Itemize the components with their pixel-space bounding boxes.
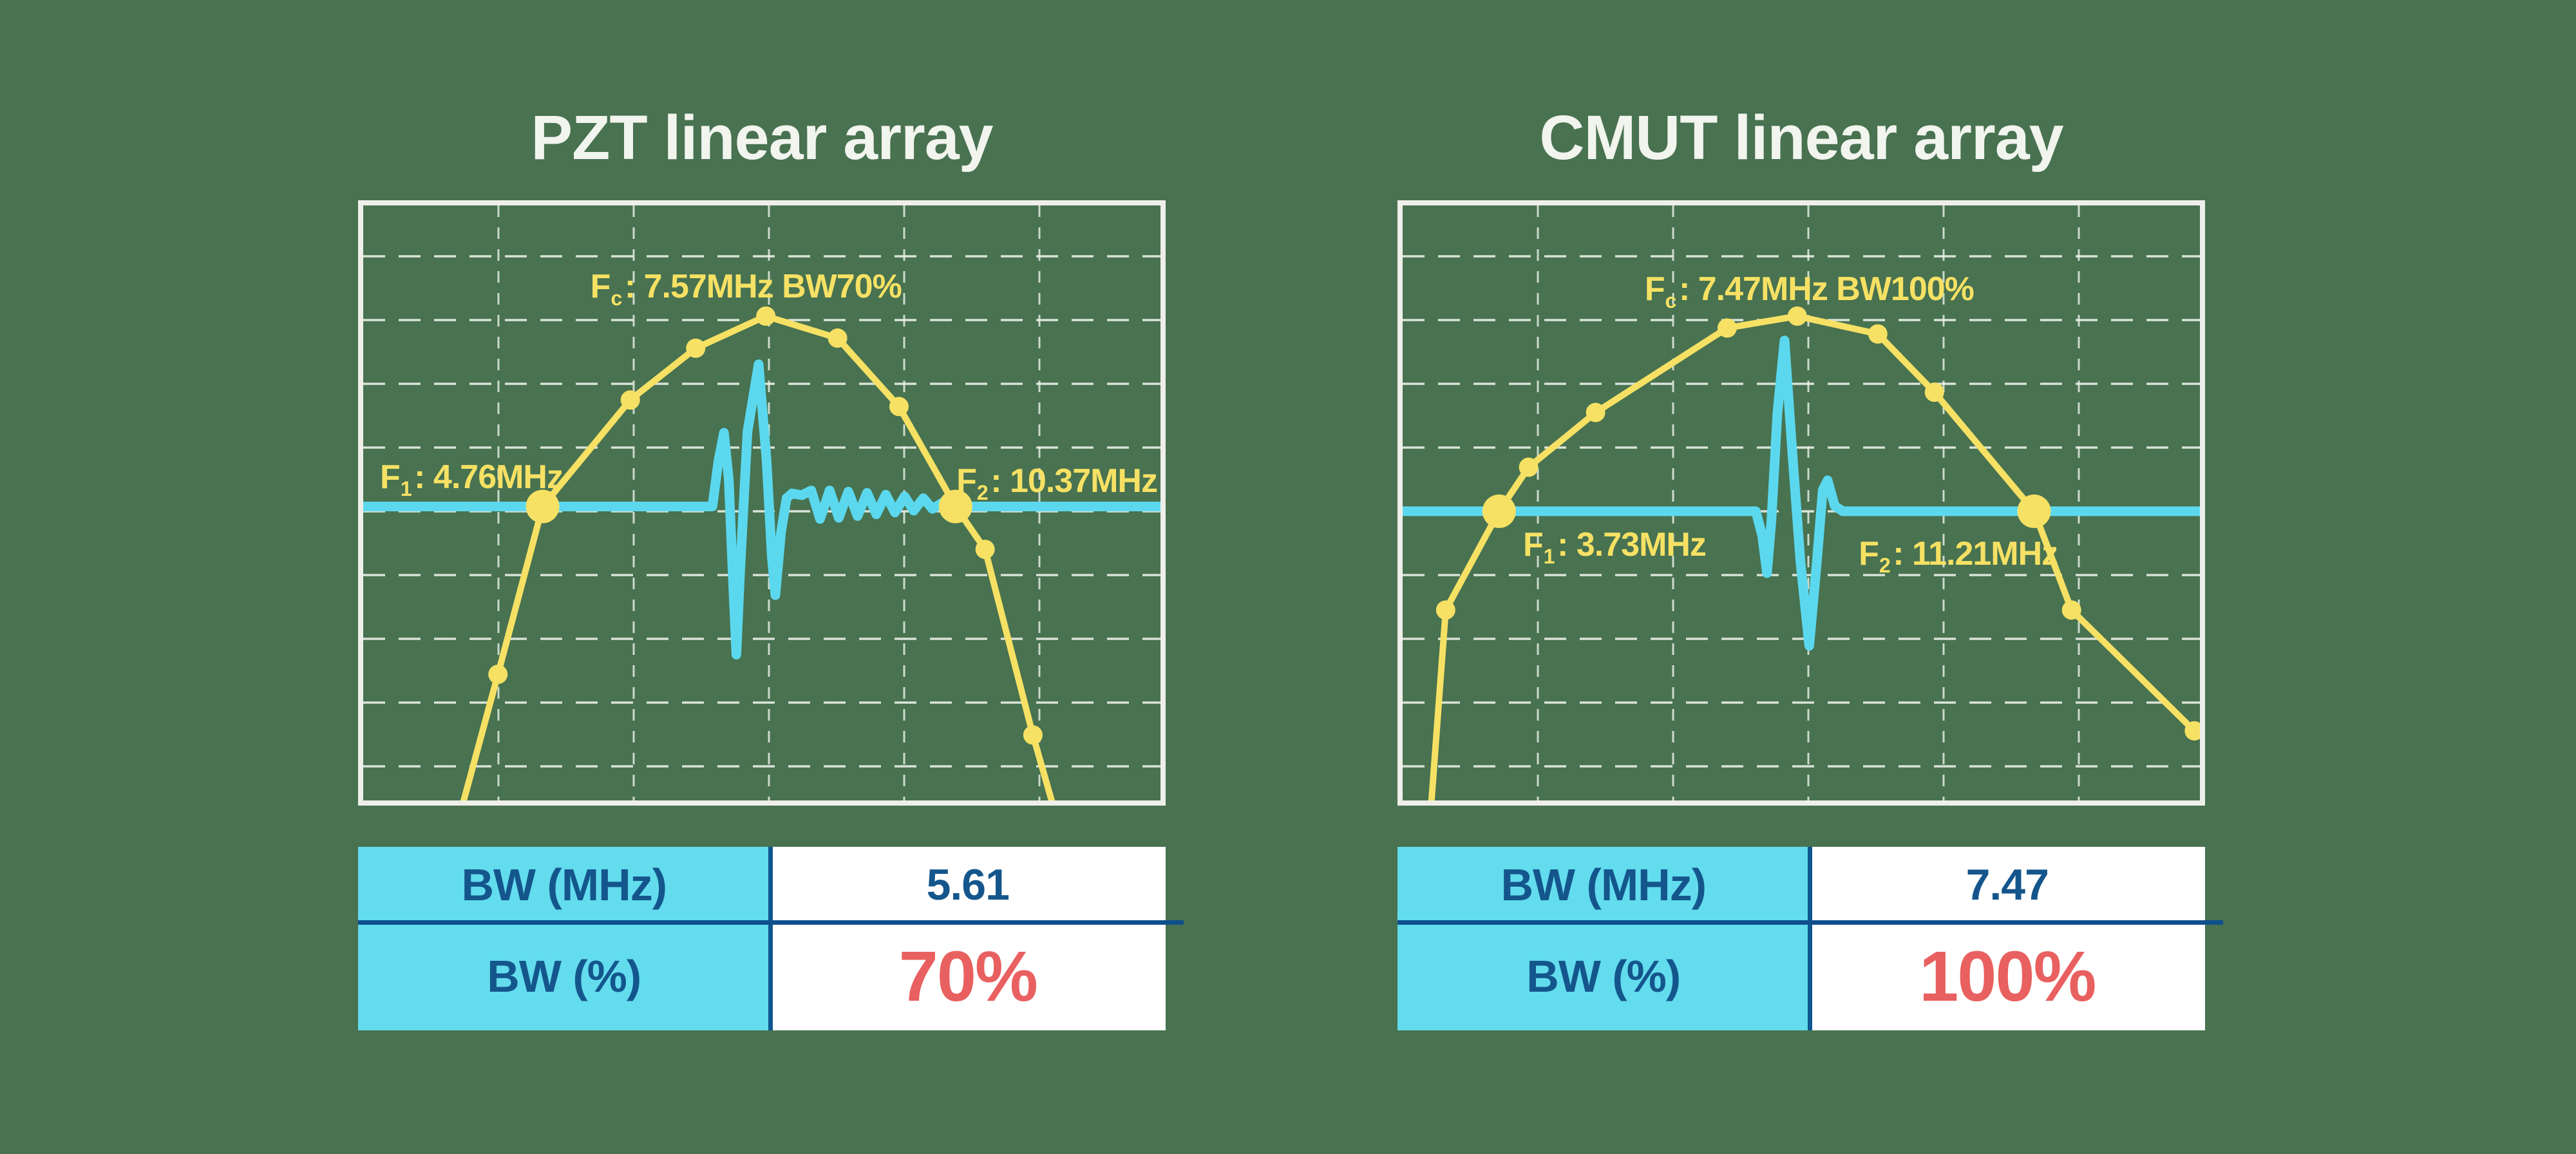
table-row-divider [1397,920,2223,925]
bw-mhz-value: 5.61 [770,847,1166,922]
bw-mhz-label: BW (MHz) [358,847,770,922]
f2-subscript: 2 [1879,554,1891,578]
bw-mhz-value: 7.47 [1809,847,2205,922]
pzt-panel: PZT linear array Fc: 7.57MHz BW70% F1: 4… [358,0,1184,1154]
bw-pct-label: BW (%) [1397,922,1810,1030]
cmut-chart-plot [1403,205,2200,800]
cmut-f2-annotation: F2: 11.21MHz [1859,534,2058,578]
pzt-bw-table: BW (MHz) 5.61 BW (%) 70% [358,847,1184,1030]
pzt-f2-annotation: F2: 10.37MHz [956,462,1158,505]
f2-symbol: F [1859,534,1879,572]
pzt-f1-annotation: F1: 4.76MHz [379,458,564,501]
pzt-title: PZT linear array [531,102,993,173]
f1-subscript: 1 [1543,545,1555,569]
fc-subscript: c [1665,288,1677,312]
bw-pct-value: 70% [770,922,1166,1030]
table-row: BW (%) 100% [1397,922,2205,1030]
table-row: BW (MHz) 5.61 [358,847,1166,922]
fc-symbol: F [590,267,611,305]
table-row: BW (MHz) 7.47 [1397,847,2205,922]
cmut-fc-annotation: Fc: 7.47MHz BW100% [1419,270,2200,313]
cmut-f1-annotation: F1: 3.73MHz [1522,525,1707,569]
table-column-divider [1807,847,1812,1030]
f2-symbol: F [956,462,977,500]
fc-value: : 7.47MHz BW100% [1678,270,1975,308]
fc-value: : 7.57MHz BW70% [624,267,902,305]
f1-value: : 4.76MHz [414,458,564,496]
table-column-divider [768,847,773,1030]
table-row: BW (%) 70% [358,922,1166,1030]
f1-subscript: 1 [400,477,412,500]
pzt-fc-annotation: Fc: 7.57MHz BW70% [363,267,1128,310]
f2-subscript: 2 [976,481,989,505]
cmut-chart: Fc: 7.47MHz BW100% F1: 3.73MHz F2: 11.21… [1397,200,2205,806]
f1-value: : 3.73MHz [1557,525,1707,563]
pzt-chart-plot [363,205,1160,800]
f2-value: : 10.37MHz [990,462,1158,500]
bw-mhz-label: BW (MHz) [1397,847,1810,922]
cmut-title: CMUT linear array [1539,102,2063,173]
pzt-chart: Fc: 7.57MHz BW70% F1: 4.76MHz F2: 10.37M… [358,200,1166,806]
f2-value: : 11.21MHz [1893,534,2058,572]
cmut-bw-table: BW (MHz) 7.47 BW (%) 100% [1397,847,2223,1030]
fc-subscript: c [611,287,622,310]
fc-symbol: F [1644,270,1665,308]
f1-symbol: F [379,458,401,496]
bw-pct-value: 100% [1809,922,2205,1030]
table-row-divider [358,920,1184,925]
bw-pct-label: BW (%) [358,922,770,1030]
cmut-panel: CMUT linear array Fc: 7.47MHz BW100% F1:… [1397,0,2223,1154]
f1-symbol: F [1522,525,1544,563]
